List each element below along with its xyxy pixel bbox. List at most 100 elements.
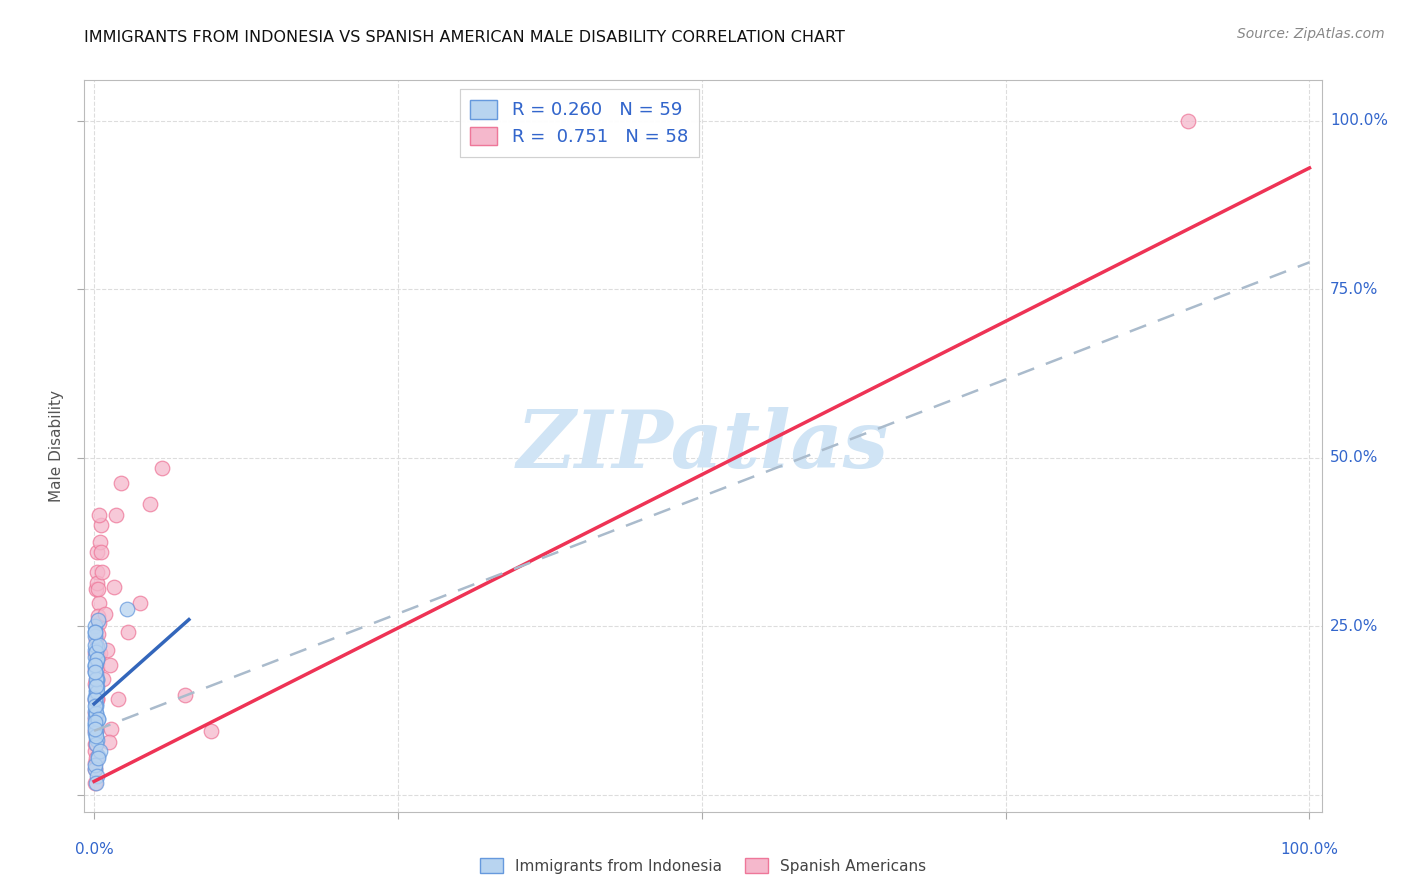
Point [84,731,107,745]
Point [84,706,107,720]
Point [84,710,107,724]
Point [100,722,122,736]
Point [84,729,107,743]
Point [89,646,111,660]
Point [84,698,107,713]
Point [110,476,132,491]
Point [84,692,107,706]
Point [84,630,107,644]
Point [86,680,108,694]
Point [84,660,107,674]
Point [107,692,129,706]
Point [86,769,108,783]
Point [97,735,120,749]
Point [84,663,107,677]
Point [84,762,107,776]
Point [84,638,107,652]
Point [86,657,108,671]
Point [87,712,110,726]
Point [83,643,105,657]
Point [84,676,107,690]
Point [84,619,107,633]
Point [90,518,112,533]
Point [89,596,111,610]
Point [87,712,110,726]
Point [86,651,108,665]
Point [83,665,105,680]
Point [84,722,107,736]
Legend: R = 0.260   N = 59, R =  0.751   N = 58: R = 0.260 N = 59, R = 0.751 N = 58 [460,89,699,157]
Point [84,710,107,724]
Point [83,714,105,729]
Point [86,748,108,763]
Point [84,706,107,721]
Point [86,692,108,706]
Point [89,508,111,522]
Point [84,737,107,751]
Point [84,645,107,659]
Point [83,756,105,770]
Point [84,632,107,647]
Point [86,666,108,681]
Point [84,624,107,639]
Point [84,673,107,688]
Point [86,661,108,675]
Point [200,723,222,738]
Text: IMMIGRANTS FROM INDONESIA VS SPANISH AMERICAN MALE DISABILITY CORRELATION CHART: IMMIGRANTS FROM INDONESIA VS SPANISH AME… [84,29,845,45]
Point [83,719,105,733]
Point [94,607,117,622]
Point [104,508,127,522]
Point [84,657,107,671]
Point [86,685,108,699]
Point [84,685,107,699]
Point [84,679,107,693]
Point [86,732,108,747]
Y-axis label: Male Disability: Male Disability [49,390,65,502]
Point [86,651,108,665]
Point [84,582,107,597]
Point [86,566,108,580]
Point [83,757,105,772]
Point [83,649,105,664]
Text: 50.0%: 50.0% [1330,450,1378,466]
Point [84,706,107,720]
Point [84,776,107,790]
Point [83,665,105,680]
Point [139,497,162,511]
Point [98,658,121,673]
Point [84,737,107,751]
Text: Source: ZipAtlas.com: Source: ZipAtlas.com [1237,27,1385,41]
Point [87,638,110,652]
Point [87,627,110,641]
Point [103,580,125,594]
Point [84,692,107,706]
Point [84,690,107,705]
Point [84,712,107,726]
Point [91,672,114,686]
Point [84,698,107,713]
Point [84,679,107,693]
Text: 25.0%: 25.0% [1330,619,1378,634]
Text: ZIPatlas: ZIPatlas [517,408,889,484]
Point [83,726,105,740]
Text: 100.0%: 100.0% [1330,113,1388,128]
Point [89,535,111,549]
Text: 75.0%: 75.0% [1330,282,1378,297]
Point [84,737,107,751]
Point [86,672,108,686]
Point [86,692,108,706]
Point [84,697,107,711]
Point [86,679,108,693]
Point [117,624,139,639]
Point [87,582,110,597]
Point [174,688,197,702]
Point [84,683,107,698]
Point [129,596,152,610]
Point [87,615,110,630]
Point [84,646,107,660]
Point [84,723,107,738]
Legend: Immigrants from Indonesia, Spanish Americans: Immigrants from Indonesia, Spanish Ameri… [474,852,932,880]
Point [90,545,112,559]
Point [86,673,108,688]
Point [89,744,111,758]
